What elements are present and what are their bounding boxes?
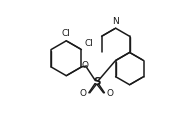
Text: O: O [80, 89, 87, 98]
Text: O: O [82, 62, 89, 70]
Text: S: S [93, 77, 100, 87]
Text: Cl: Cl [62, 29, 71, 38]
Text: N: N [112, 17, 119, 26]
Text: Cl: Cl [85, 39, 94, 48]
Text: O: O [106, 89, 113, 98]
